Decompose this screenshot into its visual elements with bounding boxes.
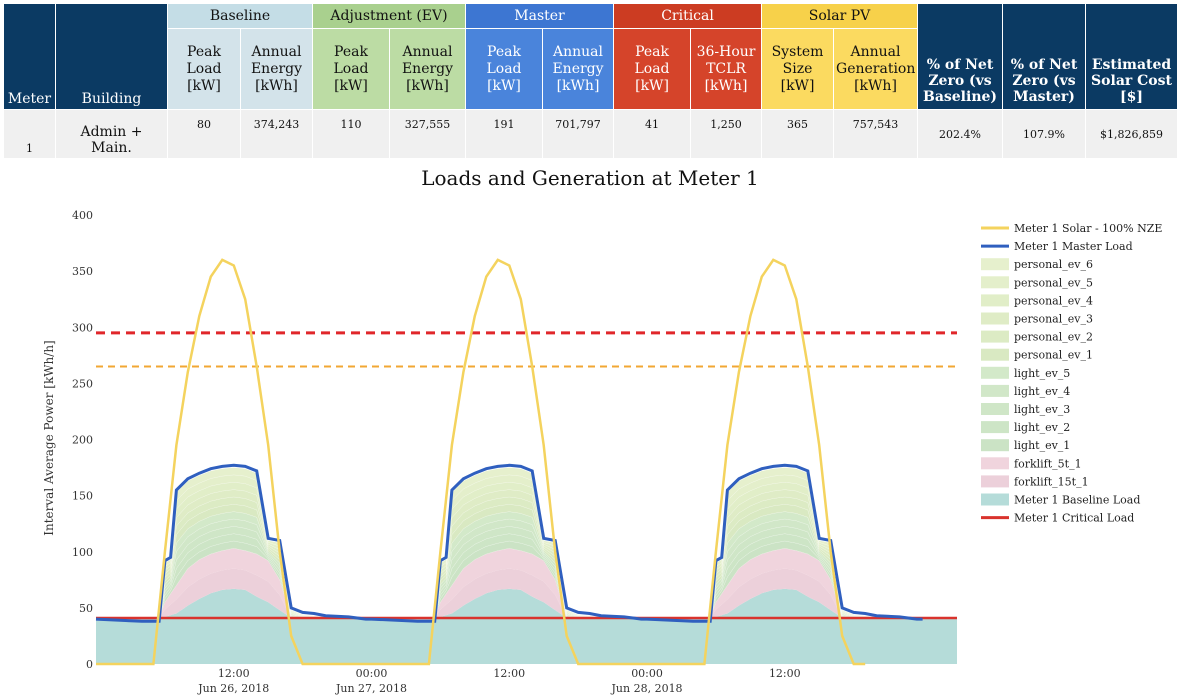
y-tick-label: 350 bbox=[72, 265, 93, 278]
x-tick-label: 12:00 bbox=[493, 667, 525, 680]
cell-building: Admin + Main. bbox=[55, 109, 168, 159]
cell-master-energy: 701,797 bbox=[541, 109, 615, 159]
cell-meter: 1 bbox=[3, 109, 56, 159]
legend-swatch-area bbox=[981, 384, 1009, 397]
legend-label: personal_ev_4 bbox=[1014, 294, 1093, 307]
y-tick-label: 50 bbox=[79, 602, 93, 615]
legend-swatch-area bbox=[981, 403, 1009, 415]
header-solar-cost: Estimated Solar Cost [$] bbox=[1085, 3, 1179, 110]
header-meter: Meter bbox=[3, 3, 56, 110]
area-forklift_5t_1 bbox=[96, 548, 957, 618]
area-forklift_15t_1 bbox=[96, 568, 957, 618]
legend-label: forklift_15t_1 bbox=[1014, 475, 1089, 488]
legend-label: Meter 1 Baseline Load bbox=[1014, 494, 1140, 507]
x-tick-label: 00:00 bbox=[356, 667, 388, 680]
table-row: 1 Admin + Main. 80 374,243 110 327,555 1… bbox=[3, 109, 1179, 159]
cell-solar-cost: $1,826,859 bbox=[1085, 109, 1179, 159]
legend-label: forklift_5t_1 bbox=[1014, 457, 1082, 470]
solar-line bbox=[96, 258, 866, 666]
x-tick-label: 00:00 bbox=[631, 667, 663, 680]
cell-critical-tclr: 1,250 bbox=[690, 109, 763, 159]
legend-label: personal_ev_2 bbox=[1014, 331, 1093, 344]
cell-solar-generation: 757,543 bbox=[833, 109, 919, 159]
header-nz-master: % of Net Zero (vs Master) bbox=[1002, 3, 1087, 110]
legend-swatch-area bbox=[981, 294, 1009, 307]
header-baseline-energy: Annual Energy [kWh] bbox=[240, 28, 313, 110]
legend-label: light_ev_3 bbox=[1014, 403, 1070, 416]
x-axis: 12:00 Jun 26, 2018 00:00 Jun 27, 2018 12:00 0… bbox=[197, 667, 800, 695]
x-tick-label: 12:00 bbox=[218, 667, 250, 680]
y-tick-label: 300 bbox=[72, 321, 93, 334]
threshold-lines bbox=[96, 331, 957, 368]
legend-label: Meter 1 Solar - 100% NZE bbox=[1014, 222, 1162, 235]
legend-swatch-area bbox=[981, 457, 1009, 470]
cell-baseline-energy: 374,243 bbox=[240, 109, 313, 159]
legend-label: light_ev_1 bbox=[1014, 439, 1070, 452]
legend-label: personal_ev_6 bbox=[1014, 258, 1093, 271]
area-baseline-load bbox=[96, 588, 957, 664]
series-lines bbox=[95, 258, 957, 666]
cell-adjustment-peak: 110 bbox=[312, 109, 390, 159]
legend-label: personal_ev_3 bbox=[1014, 313, 1093, 326]
cell-adjustment-energy: 327,555 bbox=[389, 109, 466, 159]
legend-label: light_ev_2 bbox=[1014, 421, 1070, 434]
group-adjustment: Adjustment (EV) bbox=[312, 3, 466, 29]
stacked-areas bbox=[96, 467, 957, 664]
x-tick-label: 12:00 bbox=[769, 667, 801, 680]
y-tick-label: 250 bbox=[72, 377, 93, 390]
group-solar: Solar PV bbox=[761, 3, 919, 29]
header-solar-size: System Size [kW] bbox=[761, 28, 835, 110]
legend-label: personal_ev_1 bbox=[1014, 349, 1093, 362]
x-tick-sublabel: Jun 27, 2018 bbox=[335, 682, 407, 695]
header-critical-tclr: 36-Hour TCLR [kWh] bbox=[690, 28, 763, 110]
cell-critical-peak: 41 bbox=[613, 109, 692, 159]
legend-swatch-area bbox=[981, 475, 1009, 488]
header-master-energy: Annual Energy [kWh] bbox=[541, 28, 615, 110]
y-axis: 0 50 100 150 200 250 300 350 400 bbox=[72, 209, 93, 671]
legend-swatch-area bbox=[981, 366, 1009, 379]
group-critical: Critical bbox=[613, 3, 763, 29]
header-adjustment-peak: Peak Load [kW] bbox=[312, 28, 390, 110]
y-tick-label: 100 bbox=[72, 546, 93, 559]
header-master-peak: Peak Load [kW] bbox=[465, 28, 543, 110]
legend-label: personal_ev_5 bbox=[1014, 276, 1093, 289]
y-axis-label: Interval Average Power [kWh/h] bbox=[42, 340, 56, 535]
chart-title: Loads and Generation at Meter 1 bbox=[421, 166, 759, 190]
legend-swatch-area bbox=[981, 348, 1009, 361]
y-tick-label: 0 bbox=[86, 658, 93, 671]
cell-baseline-peak: 80 bbox=[167, 109, 241, 159]
legend-swatch-area bbox=[981, 312, 1009, 325]
x-tick-sublabel: Jun 26, 2018 bbox=[197, 682, 269, 695]
group-master: Master bbox=[464, 3, 615, 29]
legend-swatch-area bbox=[981, 276, 1009, 289]
legend-swatch-area bbox=[981, 258, 1009, 271]
x-tick-sublabel: Jun 28, 2018 bbox=[611, 682, 683, 695]
legend-label: Meter 1 Master Load bbox=[1014, 240, 1133, 253]
y-tick-label: 200 bbox=[72, 434, 93, 447]
cell-master-peak: 191 bbox=[465, 109, 543, 159]
chart-legend: Meter 1 Solar - 100% NZE Meter 1 Master L… bbox=[981, 222, 1162, 525]
legend-label: light_ev_5 bbox=[1014, 367, 1070, 380]
legend-swatch-area bbox=[981, 421, 1009, 434]
cell-solar-size: 365 bbox=[761, 109, 835, 159]
legend-label: Meter 1 Critical Load bbox=[1014, 512, 1134, 525]
legend-label: light_ev_4 bbox=[1014, 385, 1070, 398]
cell-nz-master: 107.9% bbox=[1002, 109, 1087, 159]
y-tick-label: 400 bbox=[72, 209, 93, 222]
y-tick-label: 150 bbox=[72, 490, 93, 503]
header-baseline-peak: Peak Load [kW] bbox=[167, 28, 241, 110]
master-load-line bbox=[95, 463, 923, 623]
legend-swatch-area bbox=[981, 439, 1009, 452]
legend-swatch-area bbox=[981, 330, 1009, 343]
header-nz-baseline: % of Net Zero (vs Baseline) bbox=[917, 3, 1004, 110]
summary-table: Meter Building Baseline Adjustment (EV) … bbox=[3, 3, 1179, 159]
cell-nz-baseline: 202.4% bbox=[917, 109, 1004, 159]
legend-swatch-area bbox=[981, 493, 1009, 506]
